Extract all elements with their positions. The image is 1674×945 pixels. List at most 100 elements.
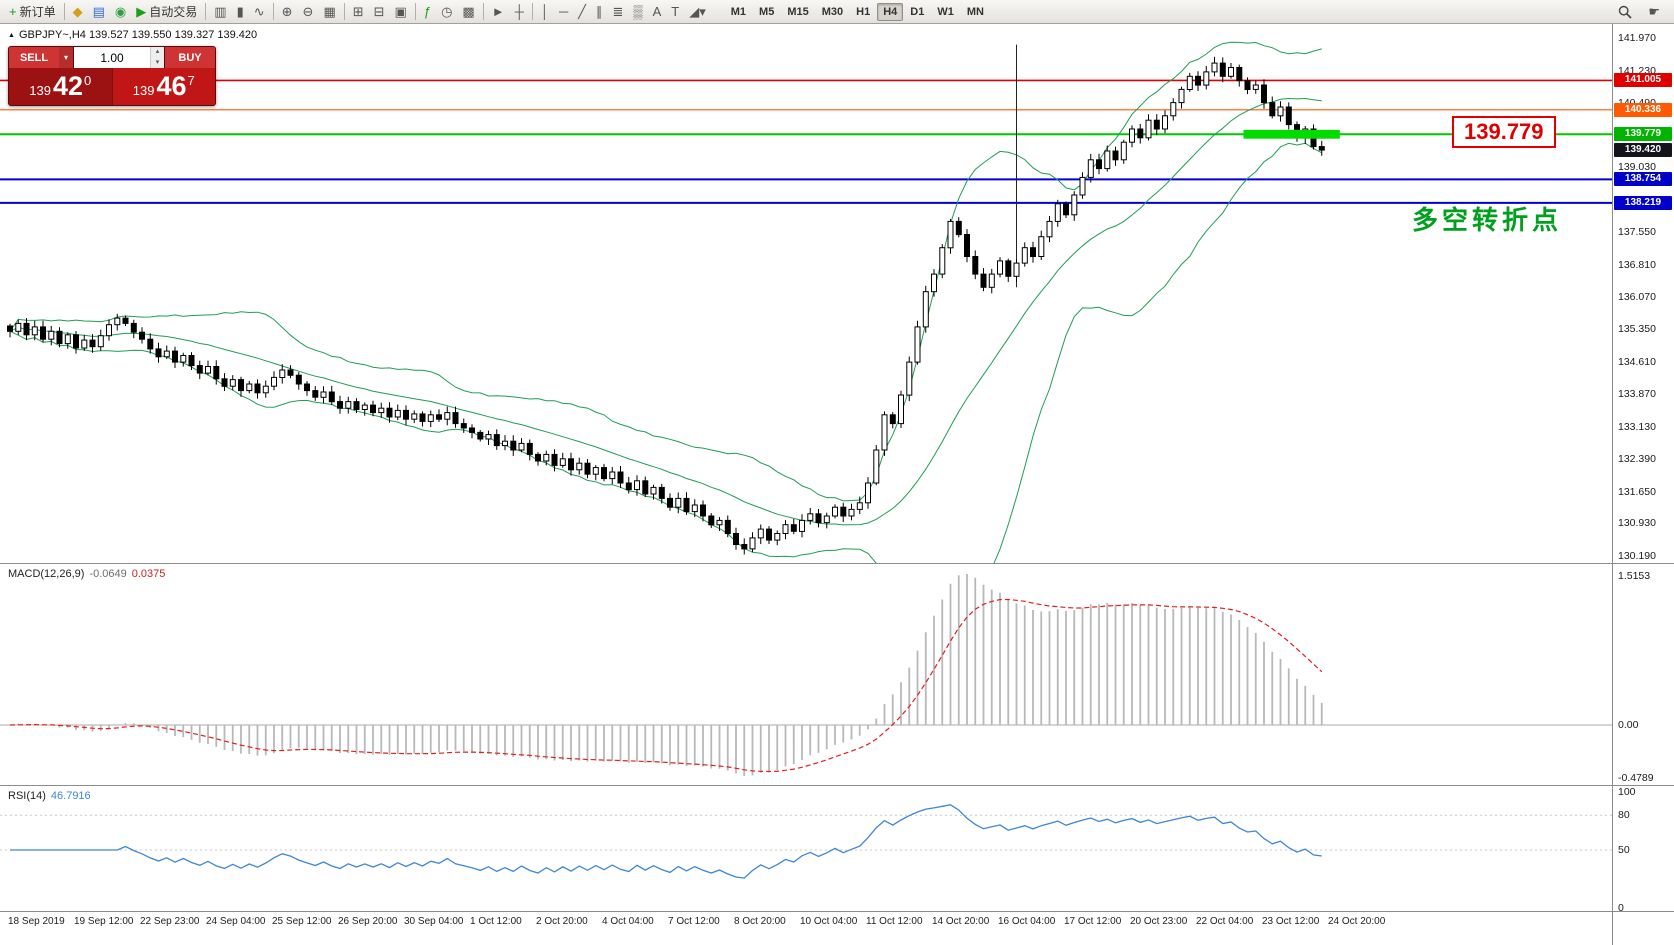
price-chart-pane[interactable] <box>0 24 1612 564</box>
period-clock-icon[interactable]: ◷ <box>436 1 457 23</box>
rsi-scale-0: 0 <box>1618 902 1624 914</box>
autotrade-button[interactable]: ▶ 自动交易 <box>131 1 202 23</box>
price-annotation-label[interactable]: 139.779 <box>1452 116 1556 148</box>
vertical-line-tool[interactable]: │ <box>536 1 554 23</box>
chart-grid-icon[interactable]: ▦ <box>318 1 340 23</box>
timeframe-mn[interactable]: MN <box>966 5 984 18</box>
navigator-icon[interactable]: ◉ <box>110 1 131 23</box>
timeframe-h1[interactable]: H1 <box>856 5 871 18</box>
horizontal-line-tool-glyph: ─ <box>558 4 569 19</box>
add-indicator-button-glyph: ƒ <box>423 4 432 19</box>
zoom-out-button-glyph: ⊖ <box>302 4 314 19</box>
timeframe-m15[interactable]: M15 <box>787 5 809 18</box>
chinese-note-annotation[interactable]: 多空转折点 <box>1412 205 1563 235</box>
search-icon <box>1619 5 1632 19</box>
label-tool[interactable]: T <box>666 1 684 23</box>
pane-splitter <box>0 911 1674 912</box>
chart-bars-icon[interactable]: ▥ <box>209 1 231 23</box>
timeframe-m1[interactable]: M1 <box>730 5 747 18</box>
price-tick: 130.930 <box>1618 517 1656 530</box>
crosshair-icon[interactable]: ┼ <box>510 1 529 23</box>
price-tick: 133.130 <box>1618 420 1656 433</box>
market-watch-icon[interactable]: ◆ <box>68 1 88 23</box>
price-tick: 132.390 <box>1618 453 1656 466</box>
pane-splitter[interactable] <box>0 563 1674 564</box>
text-tool[interactable]: A <box>648 1 667 23</box>
period-clock-icon-glyph: ◷ <box>441 4 453 19</box>
current-price-badge: 139.420 <box>1614 143 1672 158</box>
time-axis-label: 17 Oct 12:00 <box>1064 916 1122 927</box>
time-axis-label: 14 Oct 20:00 <box>932 916 990 927</box>
timeframe-d1[interactable]: D1 <box>910 5 925 18</box>
add-indicator-button[interactable]: ƒ <box>419 1 436 23</box>
chart-candles-icon[interactable]: ▮ <box>232 1 249 23</box>
zoom-out-button[interactable]: ⊖ <box>298 1 319 23</box>
ask-price-big: 46 <box>156 71 187 101</box>
new-order-button[interactable]: + 新订单 <box>4 1 61 23</box>
volume-input[interactable] <box>74 47 150 68</box>
timeframe-m30[interactable]: M30 <box>821 5 844 18</box>
chart-grid-icon-glyph: ▦ <box>323 4 336 19</box>
toolbar-separator <box>482 3 484 20</box>
buy-price-button[interactable]: 139 46 7 <box>112 68 215 105</box>
data-window-icon[interactable]: ▤ <box>88 1 110 23</box>
price-scale[interactable]: 141.970141.230140.490139.750139.030138.2… <box>1612 24 1674 945</box>
time-axis-label: 22 Oct 04:00 <box>1196 916 1254 927</box>
macd-indicator-pane[interactable] <box>0 564 1612 786</box>
autotrade-button-text: 自动交易 <box>149 5 198 19</box>
arrange-windows-icon-glyph: ▣ <box>394 4 407 19</box>
buy-button[interactable]: BUY <box>165 47 215 68</box>
trendline-tool-glyph: ╱ <box>578 4 586 19</box>
volume-decrease-button[interactable]: ▾ <box>151 57 164 68</box>
toolbar: + 新订单 ◆ ▤ ◉ ▶ 自动交易 ▥ ▮ ∿ ⊕ ⊖ ▦ ⊞ ⊟ ▣ ƒ ◷ ▩ ► ┼ │ ─ ╱ ∥ ≣ ▒ A T ◢▾ M1 M… <box>0 0 1674 24</box>
fibonacci-tool[interactable]: ≣ <box>607 1 628 23</box>
shapes-dropdown[interactable]: ◢▾ <box>684 1 711 23</box>
timeframe-w1[interactable]: W1 <box>937 5 954 18</box>
arrange-windows-icon[interactable]: ▣ <box>390 1 412 23</box>
time-axis-label: 30 Sep 04:00 <box>404 916 464 927</box>
navigator-icon-glyph: ◉ <box>114 4 127 19</box>
pointer-hand-button[interactable]: ☛ <box>1644 1 1664 23</box>
cursor-icon[interactable]: ► <box>487 1 510 23</box>
volume-increase-button[interactable]: ▴ <box>151 47 164 58</box>
trendline-tool[interactable]: ╱ <box>573 1 591 23</box>
timeframe-m5[interactable]: M5 <box>759 5 775 18</box>
new-order-button-text: 新订单 <box>19 5 56 19</box>
objects-list-icon[interactable]: ▒ <box>628 1 647 23</box>
price-badge-138.754: 138.754 <box>1614 172 1672 187</box>
horizontal-line-tool[interactable]: ─ <box>554 1 573 23</box>
macd-value-signal: 0.0375 <box>131 568 166 580</box>
tile-windows-icon[interactable]: ⊞ <box>348 1 369 23</box>
time-axis-label: 18 Sep 2019 <box>8 916 65 927</box>
zoom-in-button[interactable]: ⊕ <box>277 1 298 23</box>
new-order-button-glyph: + <box>9 4 17 19</box>
sell-button[interactable]: SELL <box>9 47 59 68</box>
sell-dropdown-caret[interactable]: ▾ <box>59 47 73 68</box>
templates-icon[interactable]: ▩ <box>457 1 479 23</box>
search-button[interactable] <box>1614 1 1636 23</box>
price-tick: 131.650 <box>1618 485 1656 498</box>
cascade-windows-icon[interactable]: ⊟ <box>369 1 390 23</box>
price-tick: 134.610 <box>1618 355 1656 368</box>
pane-splitter[interactable] <box>0 785 1674 786</box>
rsi-value: 46.7916 <box>50 790 91 802</box>
toolbar-separator <box>414 3 416 20</box>
bid-price-base: 139 <box>29 83 51 98</box>
time-axis-label: 1 Oct 12:00 <box>470 916 522 927</box>
channel-tool[interactable]: ∥ <box>591 1 608 23</box>
volume-box: ▴ ▾ <box>73 47 165 68</box>
price-tick: 135.350 <box>1618 323 1656 336</box>
rsi-indicator-pane[interactable] <box>0 786 1612 912</box>
time-axis-label: 24 Sep 04:00 <box>206 916 266 927</box>
time-axis-label: 22 Sep 23:00 <box>140 916 200 927</box>
sell-price-button[interactable]: 139 42 0 <box>9 68 112 105</box>
timeframe-h4[interactable]: H4 <box>877 2 904 21</box>
price-tick: 136.810 <box>1618 258 1656 271</box>
price-badge-140.336: 140.336 <box>1614 102 1672 117</box>
chart-line-icon[interactable]: ∿ <box>249 1 270 23</box>
macd-value-main: -0.0649 <box>89 568 127 580</box>
objects-list-icon-glyph: ▒ <box>633 4 643 19</box>
time-axis[interactable]: 18 Sep 2019 19 Sep 12:00 22 Sep 23:00 24 Se… <box>0 912 1612 945</box>
rsi-title: RSI(14) <box>8 790 46 802</box>
